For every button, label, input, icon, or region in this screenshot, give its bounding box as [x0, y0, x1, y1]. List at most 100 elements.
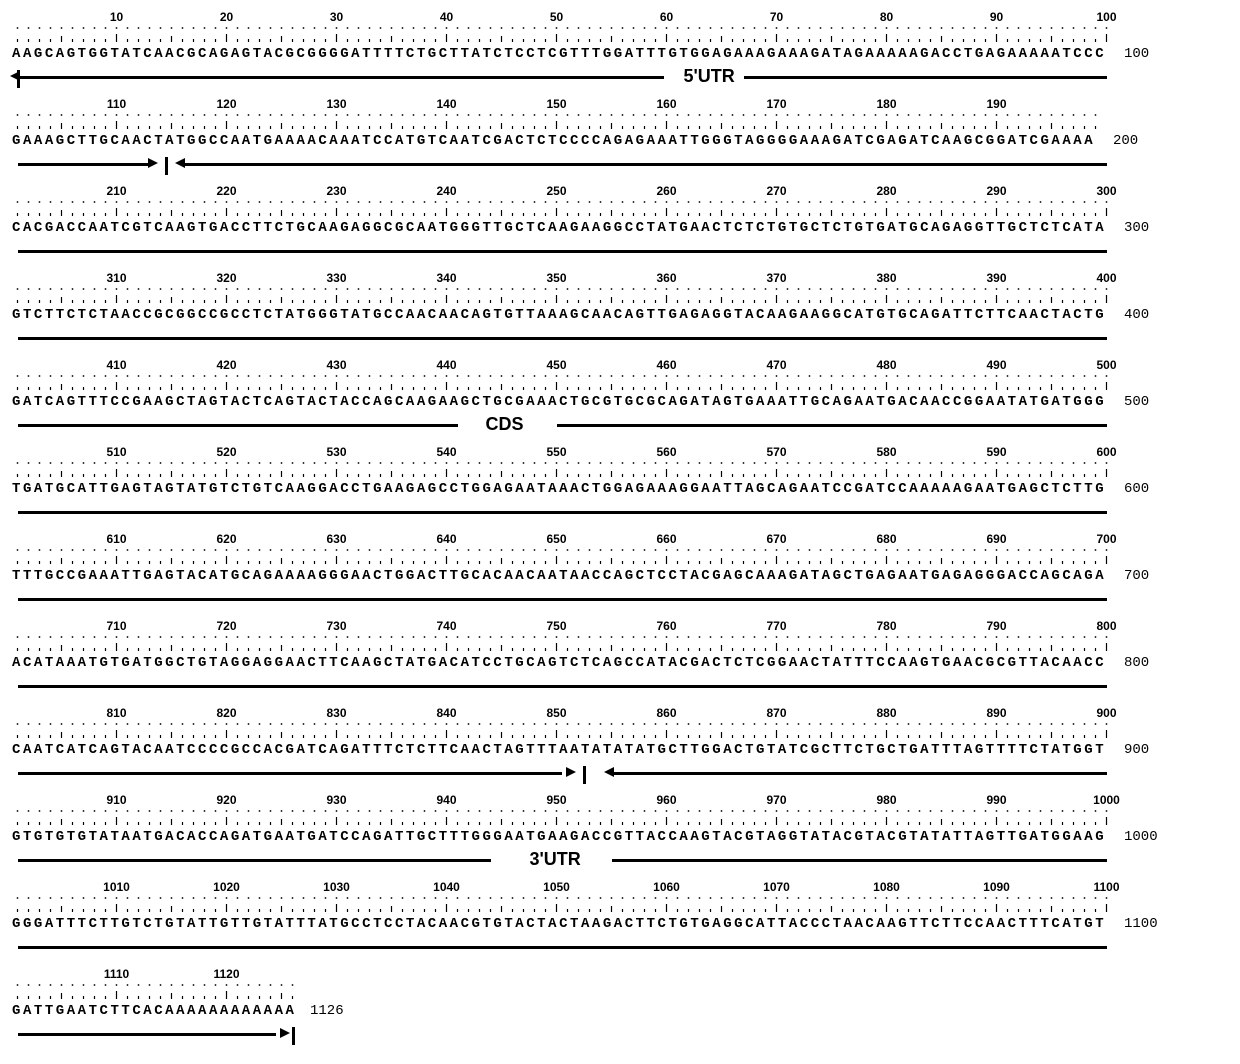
row-track: 9109209309409509609709809901000GTGTGTGTA…: [12, 793, 1112, 874]
annotation-track: [12, 936, 1112, 960]
ruler-number: 310: [106, 271, 126, 285]
ruler-ticks: [12, 546, 1112, 566]
ruler-number: 60: [660, 10, 673, 24]
ruler-number: 470: [766, 358, 786, 372]
ruler-number: 1010: [103, 880, 130, 894]
row-end-position: 800: [1124, 655, 1149, 671]
ruler-number: 1000: [1093, 793, 1120, 807]
ruler-number: 480: [876, 358, 896, 372]
annotation-line: [18, 337, 1107, 340]
ruler-number: 210: [106, 184, 126, 198]
annotation-track: [12, 675, 1112, 699]
ruler-number: 520: [216, 445, 236, 459]
ruler-number: 960: [656, 793, 676, 807]
ruler-number: 1020: [213, 880, 240, 894]
sequence-row: 11101120GATTGAATCTTCACAAAAAAAAAAAA1126: [12, 967, 1228, 1048]
ruler-number: 890: [986, 706, 1006, 720]
ruler-number: 180: [876, 97, 896, 111]
ruler-number: 700: [1096, 532, 1116, 546]
ruler-number: 710: [106, 619, 126, 633]
annotation-boundary: [165, 157, 168, 175]
ruler-number: 450: [546, 358, 566, 372]
row-track: 102030405060708090100AAGCAGTGGTATCAACGCA…: [12, 10, 1112, 91]
annotation-line: [18, 1033, 277, 1036]
ruler-ticks: [12, 24, 1112, 44]
sequence-text: CAATCATCAGTACAATCCCCGCCACGATCAGATTTCTCTT…: [12, 742, 1112, 758]
ruler-number: 260: [656, 184, 676, 198]
annotation-line: [18, 946, 1107, 949]
annotation-line: [18, 250, 1107, 253]
ruler-number: 540: [436, 445, 456, 459]
annotation-line: [18, 424, 458, 427]
ruler-number: 130: [326, 97, 346, 111]
annotation-track: [12, 327, 1112, 351]
ruler-number: 820: [216, 706, 236, 720]
ruler-ticks: [12, 285, 1112, 305]
arrow-right-icon: [280, 1028, 290, 1038]
annotation-line: [18, 511, 1107, 514]
ruler-number: 640: [436, 532, 456, 546]
ruler-number: 320: [216, 271, 236, 285]
ruler-number: 950: [546, 793, 566, 807]
ruler-number: 980: [876, 793, 896, 807]
ruler-number: 150: [546, 97, 566, 111]
ruler-number: 120: [216, 97, 236, 111]
row-end-position: 700: [1124, 568, 1149, 584]
ruler-number: 80: [880, 10, 893, 24]
region-label: 5'UTR: [680, 66, 739, 87]
ruler-number: 90: [990, 10, 1003, 24]
sequence-row: 810820830840850860870880890900CAATCATCAG…: [12, 706, 1228, 787]
ruler-number: 690: [986, 532, 1006, 546]
sequence-text: CACGACCAATCGTCAAGTGACCTTCTGCAAGAGGCGCAAT…: [12, 220, 1112, 236]
ruler-number: 300: [1096, 184, 1116, 198]
ruler-number: 510: [106, 445, 126, 459]
annotation-line: [744, 76, 1107, 79]
ruler-number: 550: [546, 445, 566, 459]
annotation-track: [12, 240, 1112, 264]
row-track: 310320330340350360370380390400GTCTTCTCTA…: [12, 271, 1112, 352]
ruler-number: 1060: [653, 880, 680, 894]
ruler-number: 1070: [763, 880, 790, 894]
row-end-position: 600: [1124, 481, 1149, 497]
ruler-ticks: [12, 894, 1112, 914]
row-end-position: 1126: [310, 1003, 344, 1019]
ruler-number: 280: [876, 184, 896, 198]
row-track: 1010102010301040105010601070108010901100…: [12, 880, 1112, 961]
ruler-number: 160: [656, 97, 676, 111]
sequence-text: TTTGCCGAAATTGAGTACATGCAGAAAAGGGAACTGGACT…: [12, 568, 1112, 584]
row-end-position: 1000: [1124, 829, 1158, 845]
ruler-number: 1050: [543, 880, 570, 894]
ruler-number: 830: [326, 706, 346, 720]
ruler-ticks: [12, 720, 1112, 740]
ruler-number: 1030: [323, 880, 350, 894]
row-end-position: 200: [1113, 133, 1138, 149]
ruler-number: 970: [766, 793, 786, 807]
ruler-number: 800: [1096, 619, 1116, 633]
ruler-number: 500: [1096, 358, 1116, 372]
sequence-row: 310320330340350360370380390400GTCTTCTCTA…: [12, 271, 1228, 352]
row-track: 110120130140150160170180190GAAAGCTTGCAAC…: [12, 97, 1112, 178]
annotation-track: [12, 1023, 1112, 1047]
ruler-number: 910: [106, 793, 126, 807]
arrow-right-icon: [148, 158, 158, 168]
ruler-number: 590: [986, 445, 1006, 459]
ruler-number: 620: [216, 532, 236, 546]
ruler-number: 460: [656, 358, 676, 372]
ruler-ticks: [12, 459, 1112, 479]
ruler-number: 610: [106, 532, 126, 546]
ruler-number: 220: [216, 184, 236, 198]
ruler-number: 530: [326, 445, 346, 459]
ruler-number: 430: [326, 358, 346, 372]
ruler-ticks: [12, 111, 1112, 131]
ruler-number: 190: [986, 97, 1006, 111]
sequence-text: GATCAGTTTCCGAAGCTAGTACTCAGTACTACCAGCAAGA…: [12, 394, 1112, 410]
ruler-number: 380: [876, 271, 896, 285]
ruler-number: 350: [546, 271, 566, 285]
annotation-boundary: [292, 1027, 295, 1045]
row-end-position: 100: [1124, 46, 1149, 62]
row-track: 810820830840850860870880890900CAATCATCAG…: [12, 706, 1112, 787]
ruler-ticks: [12, 981, 1112, 1001]
ruler-number: 600: [1096, 445, 1116, 459]
ruler-number: 440: [436, 358, 456, 372]
ruler-number: 390: [986, 271, 1006, 285]
